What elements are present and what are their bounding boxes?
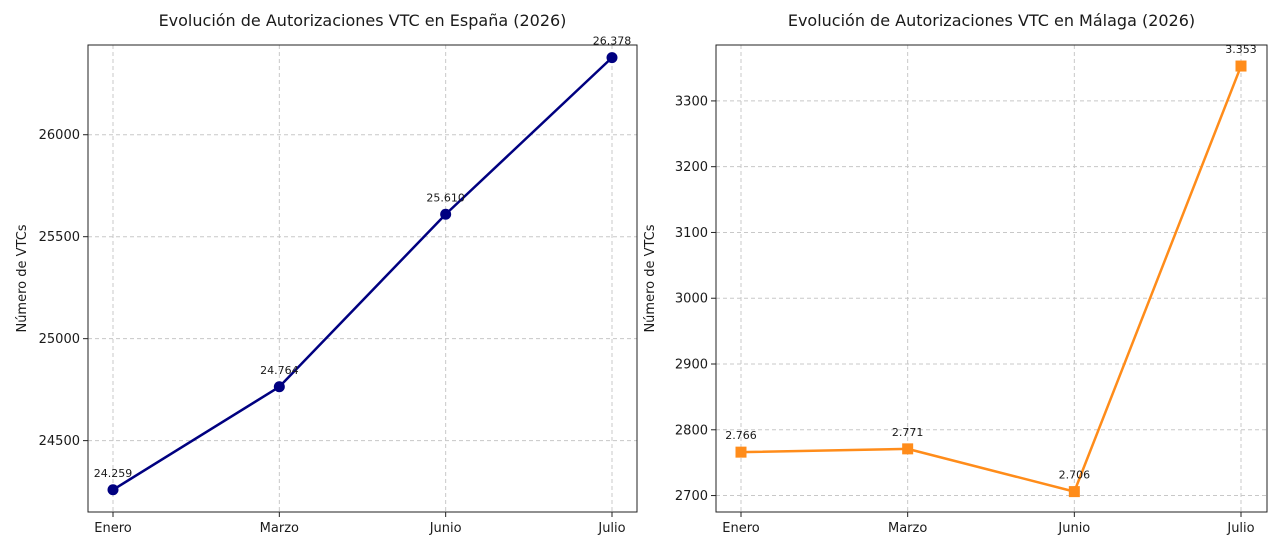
data-label: 2.706 <box>1059 469 1091 482</box>
x-tick-label: Junio <box>1057 521 1090 536</box>
data-point-marker <box>735 446 747 458</box>
x-tick-label: Marzo <box>888 521 927 536</box>
x-tick-label: Julio <box>597 521 625 536</box>
data-label: 24.259 <box>94 467 133 480</box>
data-point-marker <box>1235 60 1247 72</box>
y-tick-label: 25500 <box>39 230 80 245</box>
y-tick-label: 24500 <box>39 434 80 449</box>
data-point-marker <box>273 381 285 393</box>
x-tick-label: Enero <box>722 521 760 536</box>
y-axis-label: Número de VTCs <box>643 224 658 332</box>
y-tick-label: 2900 <box>675 358 708 373</box>
x-tick-label: Enero <box>94 521 132 536</box>
chart-title: Evolución de Autorizaciones VTC en Españ… <box>159 11 567 30</box>
data-label: 26.378 <box>593 35 632 48</box>
data-point-marker <box>902 443 914 455</box>
plot-frame <box>87 44 638 513</box>
data-point-marker <box>1068 486 1080 498</box>
y-tick-label: 3000 <box>675 292 708 307</box>
y-tick-label: 3100 <box>675 226 708 241</box>
y-tick-label: 2800 <box>675 423 708 438</box>
y-tick-label: 3300 <box>675 94 708 109</box>
data-label: 3.353 <box>1225 43 1257 56</box>
data-point-marker <box>107 484 119 496</box>
x-tick-label: Marzo <box>260 521 299 536</box>
y-tick-label: 2700 <box>675 489 708 504</box>
y-tick-label: 3200 <box>675 160 708 175</box>
data-label: 2.771 <box>892 426 924 439</box>
series-line <box>740 65 1243 493</box>
data-label: 25.610 <box>426 191 465 204</box>
chart-title: Evolución de Autorizaciones VTC en Málag… <box>788 11 1195 30</box>
y-axis-label: Número de VTCs <box>15 224 30 332</box>
series-line <box>112 56 613 491</box>
x-tick-label: Junio <box>429 521 462 536</box>
data-point-marker <box>606 52 618 64</box>
x-tick-label: Julio <box>1226 521 1254 536</box>
y-tick-label: 26000 <box>39 128 80 143</box>
y-tick-label: 25000 <box>39 332 80 347</box>
data-label: 24.764 <box>260 364 299 377</box>
data-point-marker <box>440 208 452 220</box>
data-label: 2.766 <box>725 429 757 442</box>
plot-frame <box>715 44 1268 513</box>
